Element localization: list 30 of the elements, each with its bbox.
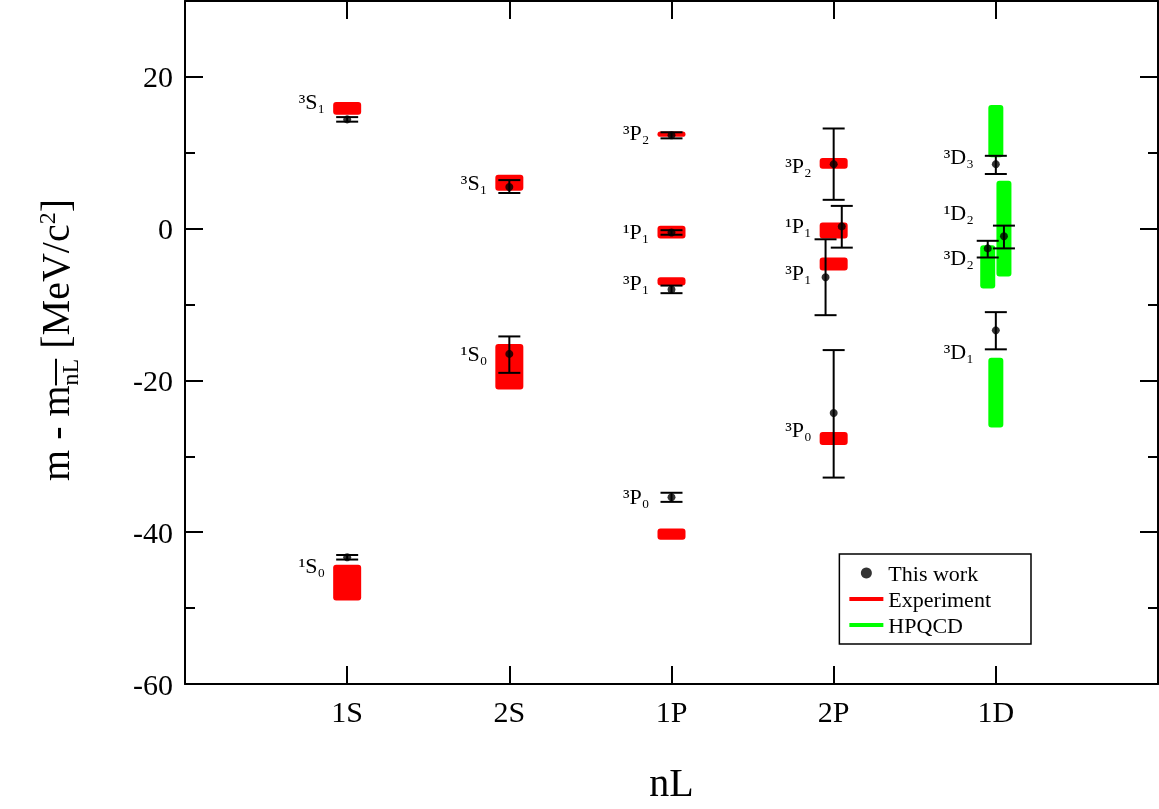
legend-label: Experiment [888,586,992,612]
legend-label: HPQCD [888,612,963,638]
legend-label: This work [888,560,979,586]
y-tick-label: 20 [143,60,173,94]
x-tick-label: 1S [331,694,364,728]
annotation: ³D₂ [943,244,974,271]
annotation: ¹D₂ [943,199,974,226]
y-tick-label: -60 [133,667,173,701]
annotation: ¹P₁ [785,213,812,240]
annotation: ³D₃ [943,144,974,171]
annotation: ³D₁ [943,339,974,366]
annotation: ¹S₀ [298,553,326,580]
y-tick-label: -40 [133,515,173,549]
annotation: ¹S₀ [460,340,488,367]
annotation: ³S₁ [298,88,326,115]
annotation: ³P₀ [785,416,812,443]
annotation: ³P₁ [622,269,650,296]
x-tick-label: 2S [493,694,526,728]
annotation: ³P₁ [785,259,812,286]
x-axis-title: nL [649,759,694,805]
y-tick-label: 0 [158,212,173,246]
annotation: ³P₂ [622,120,650,147]
x-tick-label: 2P [817,694,850,728]
annotation: ³P₂ [785,152,812,179]
annotation: ³P₀ [622,484,650,511]
x-tick-label: 1D [977,694,1015,728]
x-tick-label: 1P [655,694,688,728]
annotation: ³S₁ [460,170,488,197]
annotation: ¹P₁ [622,219,650,246]
y-tick-label: -20 [133,363,173,397]
